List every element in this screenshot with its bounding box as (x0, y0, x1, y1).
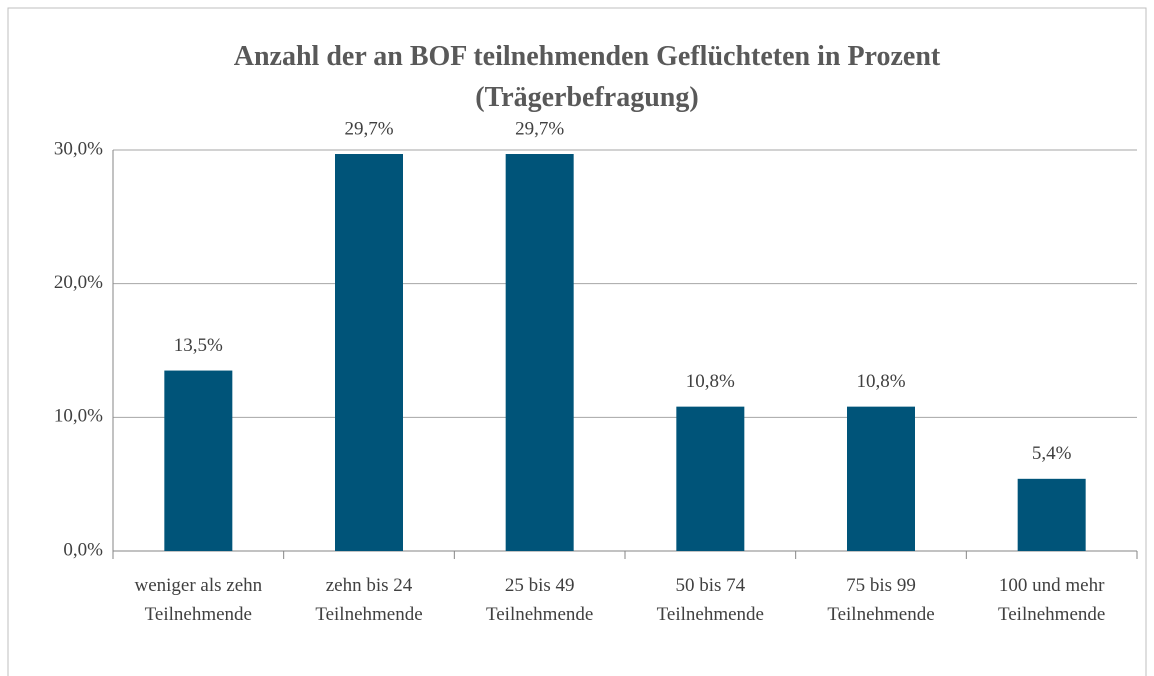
y-tick-label: 10,0% (54, 406, 103, 427)
y-tick-label: 30,0% (54, 138, 103, 159)
x-tick-label: 50 bis 74 Teilnehmende (656, 575, 764, 625)
bar (676, 406, 745, 551)
x-tick-label: zehn bis 24 Teilnehmende (315, 575, 423, 625)
bar (1017, 478, 1086, 551)
value-label: 10,8% (856, 371, 905, 392)
value-label: 5,4% (1032, 443, 1072, 464)
x-tick-label: weniger als zehn Teilnehmende (134, 575, 263, 625)
bar (164, 370, 233, 551)
chart-title: Anzahl der an BOF teilnehmenden Geflücht… (233, 41, 941, 113)
chart-border (7, 7, 1147, 676)
value-label: 10,8% (686, 371, 735, 392)
value-label: 29,7% (515, 118, 564, 139)
value-label: 13,5% (174, 335, 223, 356)
bar (505, 154, 574, 551)
x-tick-label: 75 bis 99 Teilnehmende (827, 575, 935, 625)
value-label: 29,7% (344, 118, 393, 139)
bar (335, 154, 403, 551)
x-tick-label: 25 bis 49 Teilnehmende (485, 575, 594, 625)
bar (847, 406, 915, 551)
x-tick-label: 100 und mehr Teilnehmende (997, 575, 1106, 625)
y-tick-label: 0,0% (63, 539, 103, 560)
y-tick-label: 20,0% (54, 272, 103, 293)
